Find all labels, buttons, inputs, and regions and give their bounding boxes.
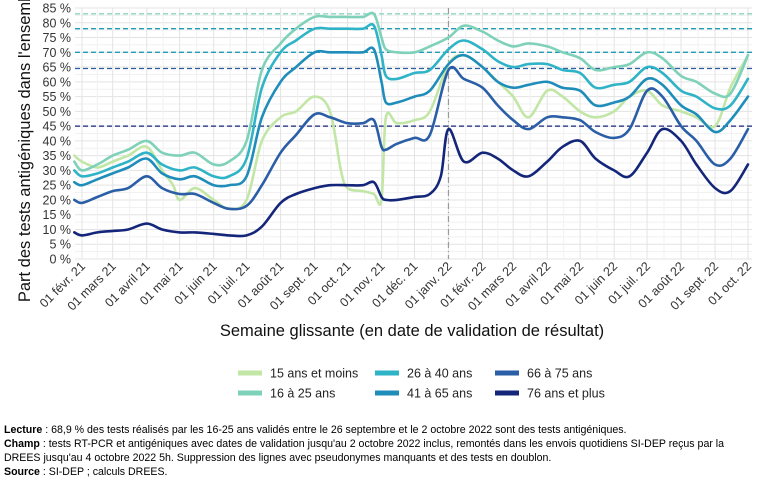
legend-label: 15 ans et moins <box>270 367 358 381</box>
y-axis-title: Part des tests antigéniques dans l'ensem… <box>16 0 34 302</box>
y-tick-label: 45 % <box>43 120 72 134</box>
y-tick-label: 20 % <box>43 193 72 207</box>
champ-text: : tests RT-PCR et antigéniques avec date… <box>4 438 725 464</box>
y-tick-label: 40 % <box>43 134 72 148</box>
line-chart: 0 %5 %10 %15 %20 %25 %30 %35 %40 %45 %50… <box>16 0 754 401</box>
series-lines <box>73 11 750 238</box>
legend-label: 76 ans et plus <box>527 387 605 401</box>
y-tick-label: 15 % <box>43 208 72 222</box>
y-tick-label: 75 % <box>43 31 72 45</box>
y-tick-label: 5 % <box>49 238 71 252</box>
y-tick-label: 30 % <box>43 164 72 178</box>
lecture-text: : 68,9 % des tests réalisés par les 16-2… <box>42 424 627 436</box>
grid <box>75 7 752 260</box>
y-tick-label: 35 % <box>43 149 72 163</box>
y-tick-label: 85 % <box>43 2 72 16</box>
y-tick-label: 10 % <box>43 223 72 237</box>
note-champ: Champ : tests RT-PCR et antigéniques ave… <box>4 437 754 465</box>
legend-label: 26 à 40 ans <box>407 367 472 381</box>
legend: 15 ans et moins 16 à 25 ans 26 à 40 ans 41 … <box>238 367 605 401</box>
legend-label: 66 à 75 ans <box>527 367 592 381</box>
y-tick-label: 60 % <box>43 75 72 89</box>
y-tick-label: 25 % <box>43 179 72 193</box>
champ-label: Champ <box>4 438 40 450</box>
y-tick-label: 80 % <box>43 16 72 30</box>
y-tick-label: 0 % <box>49 253 71 267</box>
series-line-0 <box>73 53 750 211</box>
legend-label: 41 à 65 ans <box>407 387 472 401</box>
legend-label: 16 à 25 ans <box>270 387 335 401</box>
note-source: Source : SI-DEP ; calculs DREES. <box>4 465 754 479</box>
y-tick-label: 55 % <box>43 90 72 104</box>
y-tick-label: 70 % <box>43 46 72 60</box>
chart-notes: Lecture : 68,9 % des tests réalisés par … <box>4 423 754 479</box>
source-label: Source <box>4 466 40 478</box>
series-line-3 <box>73 46 750 188</box>
series-line-2 <box>73 22 750 180</box>
y-tick-label: 50 % <box>43 105 72 119</box>
series-line-1 <box>73 11 750 172</box>
source-text: : SI-DEP ; calculs DREES. <box>39 466 168 478</box>
series-line-5 <box>73 127 750 238</box>
lecture-label: Lecture <box>4 424 43 436</box>
y-tick-label: 65 % <box>43 61 72 75</box>
x-axis-title: Semaine glissante (en date de validation… <box>220 322 604 340</box>
note-lecture: Lecture : 68,9 % des tests réalisés par … <box>4 423 754 437</box>
y-axis: 0 %5 %10 %15 %20 %25 %30 %35 %40 %45 %50… <box>43 2 72 267</box>
series-line-4 <box>73 65 750 211</box>
